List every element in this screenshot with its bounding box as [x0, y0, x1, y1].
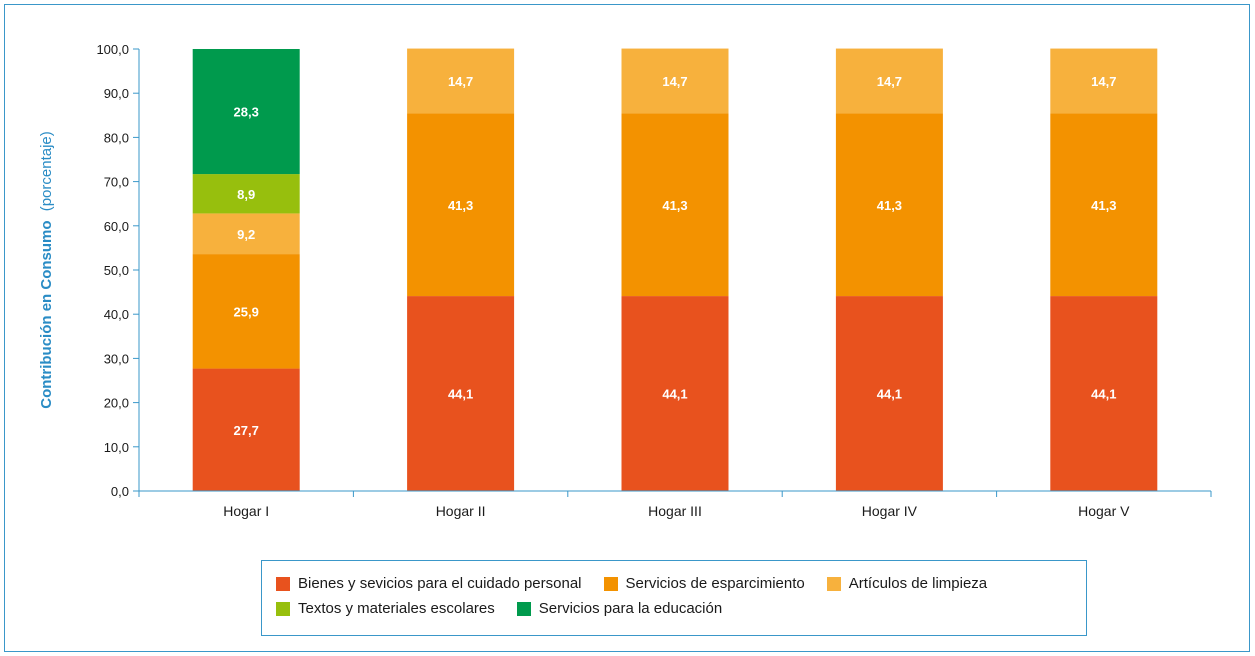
bar-segment [621, 48, 729, 114]
data-label: 8,9 [237, 187, 255, 202]
data-labels-layer: 27,7 25,9 9,2 8,9 28,3 44,1 41,3 14,7 44,1 41,3 14… [234, 74, 1117, 438]
y-axis-label-bold: Contribución en Consumo [38, 220, 55, 408]
data-label: 41,3 [448, 198, 473, 213]
bar-segment [621, 113, 729, 297]
bar-segment [192, 49, 300, 175]
legend-item: Bienes y sevicios para el cuidado person… [276, 575, 582, 592]
data-label: 41,3 [662, 198, 687, 213]
legend-label: Servicios para la educación [538, 600, 723, 617]
data-label: 44,1 [877, 387, 902, 402]
y-tick-label: 60,0 [104, 219, 129, 234]
y-tick-label: 30,0 [104, 351, 129, 366]
y-axis-label: Contribución en Consumo (porcentaje) [38, 131, 55, 409]
bar-segment [192, 174, 300, 214]
bar-segment [835, 296, 943, 491]
data-label: 9,2 [237, 227, 255, 242]
data-label: 14,7 [1091, 74, 1116, 89]
y-tick-label: 10,0 [104, 440, 129, 455]
bar-segment [407, 48, 515, 114]
y-tick-label: 80,0 [104, 130, 129, 145]
stacked-bar-chart: 27,7 25,9 9,2 8,9 28,3 44,1 41,3 14,7 44,1 41,3 14… [38, 42, 1212, 519]
x-tick-label: Hogar II [436, 503, 486, 519]
bar-segment [407, 113, 515, 297]
legend-label: Artículos de limpieza [848, 575, 988, 592]
bars-layer [192, 48, 1158, 491]
legend-item: Artículos de limpieza [826, 575, 988, 592]
x-tick-label: Hogar V [1078, 503, 1130, 519]
y-tick-label: 50,0 [104, 263, 129, 278]
y-tick-label: 40,0 [104, 307, 129, 322]
legend-swatch [826, 576, 841, 591]
x-tick-label: Hogar III [648, 503, 702, 519]
x-tick-label: Hogar I [223, 503, 269, 519]
data-label: 41,3 [877, 198, 902, 213]
bar-segment [1050, 113, 1158, 297]
y-tick-label: 90,0 [104, 86, 129, 101]
legend-row-1: Bienes y sevicios para el cuidado person… [276, 571, 1086, 596]
bar-segment [1050, 296, 1158, 491]
data-label: 14,7 [662, 74, 687, 89]
legend-swatch [276, 601, 290, 616]
axes-layer: Hogar I Hogar II Hogar III Hogar IV Hogar V 0… [96, 42, 1212, 519]
bar-segment [192, 213, 300, 255]
y-tick-label: 70,0 [104, 175, 129, 190]
bar-segment [1050, 48, 1158, 114]
y-tick-label: 0,0 [111, 484, 129, 499]
legend-item: Servicios para la educación [516, 600, 723, 617]
data-label: 41,3 [1091, 198, 1116, 213]
data-label: 27,7 [234, 423, 259, 438]
y-tick-label: 20,0 [104, 396, 129, 411]
bar-segment [192, 368, 300, 491]
legend-swatch [516, 601, 531, 616]
data-label: 44,1 [1091, 387, 1116, 402]
chart-frame: 27,7 25,9 9,2 8,9 28,3 44,1 41,3 14,7 44,1 41,3 14… [4, 4, 1250, 652]
legend-row-2: Textos y materiales escolares Servicios … [276, 596, 1086, 621]
bar-segment [835, 113, 943, 297]
x-tick-label: Hogar IV [862, 503, 918, 519]
legend-item: Textos y materiales escolares [276, 600, 495, 617]
y-axis-label-unit: (porcentaje) [38, 131, 55, 211]
legend-swatch [276, 576, 290, 591]
bar-segment [192, 254, 300, 369]
data-label: 28,3 [234, 105, 259, 120]
legend: Bienes y sevicios para el cuidado person… [261, 560, 1087, 636]
data-label: 25,9 [234, 304, 259, 319]
bar-segment [621, 296, 729, 491]
legend-swatch [603, 576, 618, 591]
data-label: 44,1 [662, 387, 687, 402]
bar-segment [835, 48, 943, 114]
legend-label: Bienes y sevicios para el cuidado person… [298, 575, 582, 592]
bar-segment [407, 296, 515, 491]
data-label: 14,7 [448, 74, 473, 89]
legend-label: Servicios de esparcimiento [625, 575, 805, 592]
y-tick-label: 100,0 [96, 42, 129, 57]
data-label: 14,7 [877, 74, 902, 89]
data-label: 44,1 [448, 387, 473, 402]
legend-label: Textos y materiales escolares [298, 600, 495, 617]
legend-item: Servicios de esparcimiento [603, 575, 805, 592]
